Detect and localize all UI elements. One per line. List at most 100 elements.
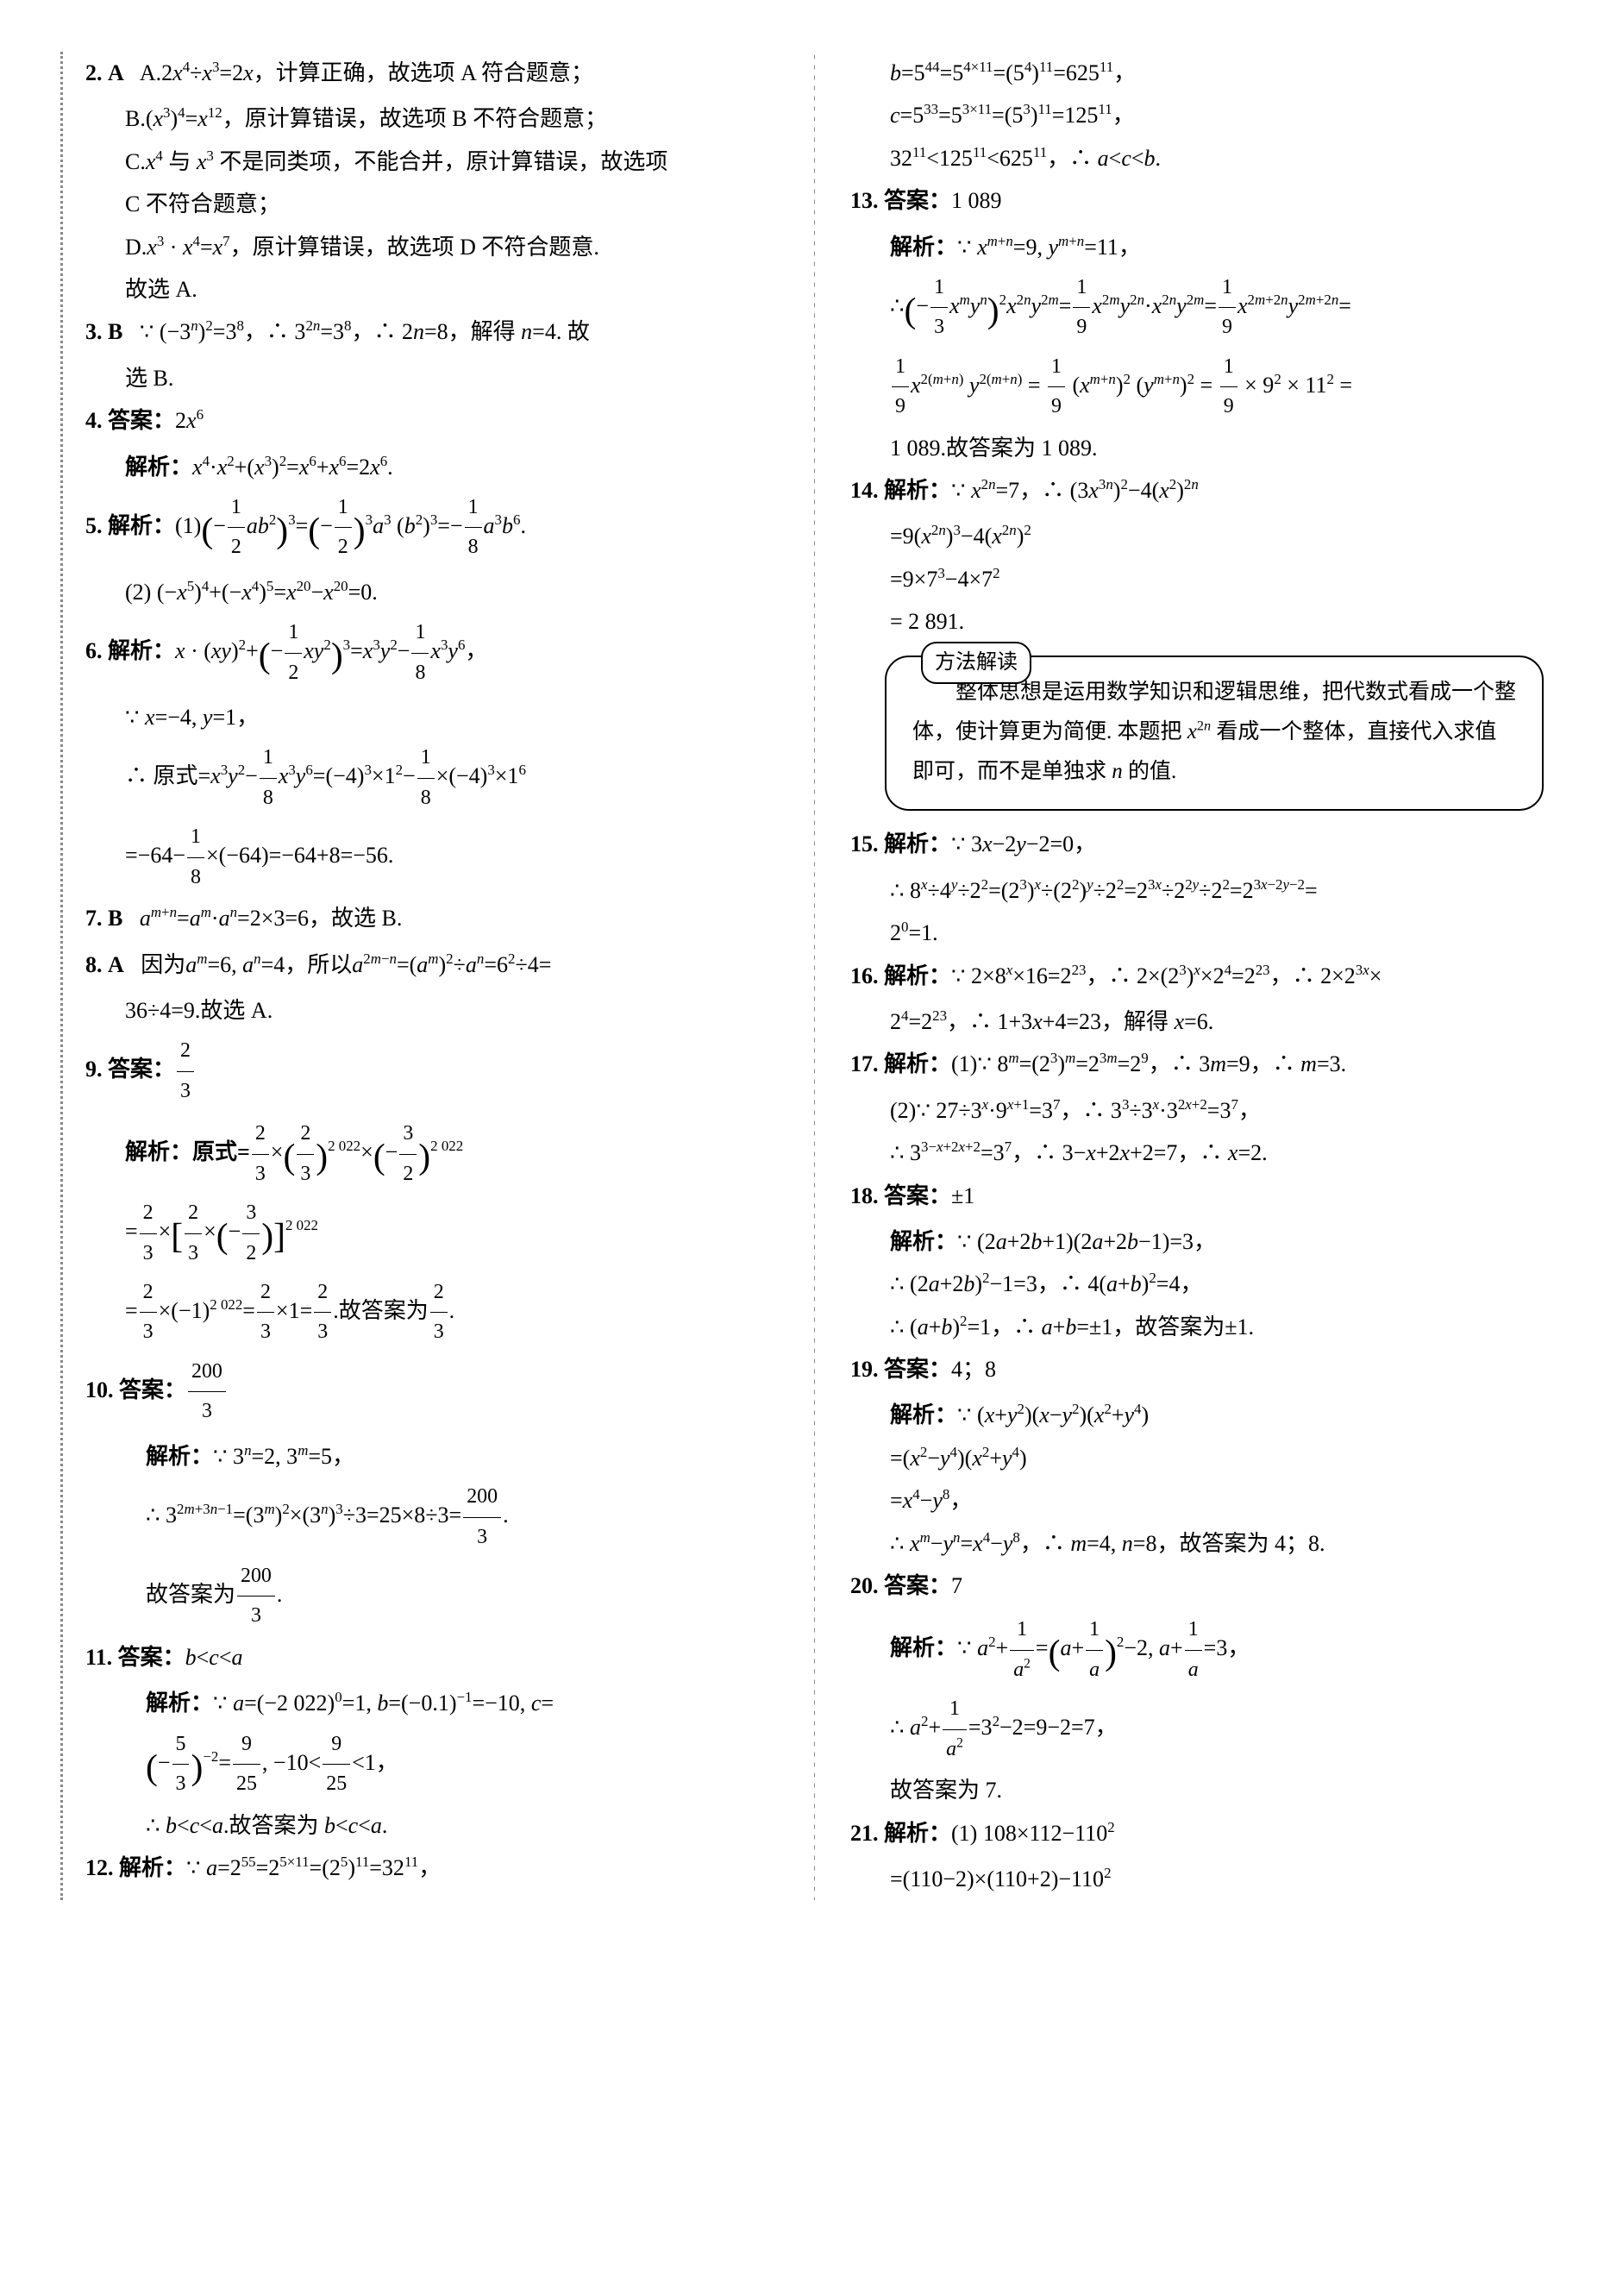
tip-body: 整体思想是运用数学知识和逻辑思维，把代数式看成一个整体，使计算更为简便. 本题把… xyxy=(912,673,1516,793)
q5: 5. 解析：(1)(−12ab2)3=(−12)3a3 (b2)3=−18a3b… xyxy=(85,488,779,568)
q6: 6. 解析：x · (xy)2+(−12xy2)3=x3y2−18x3y6， xyxy=(85,613,779,693)
r-top-l3: 3211<12511<62511，∴ a<c<b. xyxy=(850,137,1544,179)
q18-label: 答案： xyxy=(884,1183,951,1208)
q5-l2: (2) (−x5)4+(−x4)5=x20−x20=0. xyxy=(85,571,779,613)
q8-num: 8. xyxy=(85,952,103,977)
q20-final: 故答案为 7. xyxy=(850,1769,1544,1811)
q6-l4: =−64−18×(−64)=−64+8=−56. xyxy=(85,818,779,897)
q7-num: 7. xyxy=(85,906,103,931)
q13-num: 13. xyxy=(850,188,879,213)
q2-lineE: 故选 A. xyxy=(85,268,779,311)
q3-line: ∵ (−3n)2=38，∴ 32n=38，∴ 2n=8，解得 n=4. 故 xyxy=(140,319,590,344)
q10: 10. 答案：2003 xyxy=(85,1352,779,1432)
q9: 9. 答案：23 xyxy=(85,1032,779,1111)
q19-ans: 4；8 xyxy=(951,1357,996,1382)
q20: 20. 答案：7 xyxy=(850,1565,1544,1607)
q20-label: 答案： xyxy=(884,1573,951,1598)
q11-label: 答案： xyxy=(118,1645,185,1670)
q13-ans: 1 089 xyxy=(951,188,1002,213)
q17-l2: (2)∵ 27÷3x·9x+1=37，∴ 33÷3x·32x+2=37， xyxy=(850,1089,1544,1132)
q16-jx: 解析： xyxy=(884,963,951,988)
q14-l2: =9(x2n)3−4(x2n)2 xyxy=(850,515,1544,557)
q11-num: 11. xyxy=(85,1645,112,1670)
q2-lineD: D.x3 · x4=x7，原计算错误，故选项 D 不符合题意. xyxy=(85,226,779,268)
q2-lineC: C.x4 与 x3 不是同类项，不能合并，原计算错误，故选项 xyxy=(85,141,779,183)
tip-title: 方法解读 xyxy=(921,642,1031,685)
q15-l3: 20=1. xyxy=(850,912,1544,954)
q17: 17. 解析：(1)∵ 8m=(23)m=23m=29，∴ 3m=9，∴ m=3… xyxy=(850,1043,1544,1085)
q11-ans: b<c<a xyxy=(185,1645,243,1670)
q5-jx: 解析： xyxy=(108,513,175,538)
q21-jx: 解析： xyxy=(884,1821,951,1846)
q15-num: 15. xyxy=(850,831,879,856)
q3: 3. B ∵ (−3n)2=38，∴ 32n=38，∴ 2n=8，解得 n=4.… xyxy=(85,311,779,353)
q4-ans: 2x6 xyxy=(175,408,204,433)
q6-num: 6. xyxy=(85,638,103,663)
q20-l1: 解析：∵ a2+1a2=(a+1a)2−2, a+1a=3， xyxy=(850,1610,1544,1690)
q2-lineA: A.2x4÷x3=2x，计算正确，故选项 A 符合题意； xyxy=(140,60,593,85)
q7: 7. B am+n=am·an=2×3=6，故选 B. xyxy=(85,897,779,939)
left-column: 2. A A.2x4÷x3=2x，计算正确，故选项 A 符合题意； B.(x3)… xyxy=(60,52,779,1900)
q9-label: 答案： xyxy=(108,1057,175,1082)
q2-ans: A xyxy=(108,60,124,85)
q8-l2: 36÷4=9.故选 A. xyxy=(85,989,779,1032)
q13-l3: 19x2(m+n) y2(m+n) = 19 (xm+n)2 (ym+n)2 =… xyxy=(850,348,1544,427)
q13-l2: ∴(−13xmyn)2x2ny2m=19x2my2n·x2ny2m=19x2m+… xyxy=(850,268,1544,348)
q17-l3: ∴ 33−x+2x+2=37，∴ 3−x+2x+2=7，∴ x=2. xyxy=(850,1132,1544,1174)
q18-ans: ±1 xyxy=(951,1183,974,1208)
q10-l2: ∴ 32m+3n−1=(3m)2×(3n)3÷3=25×8÷3=2003. xyxy=(85,1477,779,1557)
q2-lineB: B.(x3)4=x12，原计算错误，故选项 B 不符合题意； xyxy=(85,97,779,140)
q13-final: 1 089.故答案为 1 089. xyxy=(850,427,1544,469)
q14-l4: = 2 891. xyxy=(850,600,1544,643)
q3-ans: B xyxy=(108,319,122,344)
q12-num: 12. xyxy=(85,1855,114,1880)
q16-num: 16. xyxy=(850,963,879,988)
q2-num: 2. xyxy=(85,60,103,85)
q12: 12. 解析：∵ a=255=25×11=(25)11=3211， xyxy=(85,1847,779,1889)
q10-given: 解析：∵ 3n=2, 3m=5， xyxy=(85,1435,779,1477)
q10-label: 答案： xyxy=(119,1377,186,1402)
q14-num: 14. xyxy=(850,478,879,503)
q18-l2: ∴ (2a+2b)2−1=3，∴ 4(a+b)2=4， xyxy=(850,1263,1544,1305)
q14-l3: =9×73−4×72 xyxy=(850,558,1544,600)
q20-l2: ∴ a2+1a2=32−2=9−2=7， xyxy=(850,1690,1544,1769)
r-top-l1: b=544=54×11=(54)11=62511， xyxy=(850,52,1544,94)
q11-l2: (−53)−2=925, −10<925<1， xyxy=(85,1725,779,1804)
q13: 13. 答案：1 089 xyxy=(850,179,1544,222)
q6-l3: ∴ 原式=x3y2−18x3y6=(−4)3×12−18×(−4)3×16 xyxy=(85,738,779,818)
q21: 21. 解析：(1) 108×112−1102 xyxy=(850,1812,1544,1854)
q17-jx: 解析： xyxy=(884,1051,951,1076)
q3-line2: 选 B. xyxy=(85,357,779,399)
q13-given: 解析：∵ xm+n=9, ym+n=11， xyxy=(850,226,1544,268)
q4-label: 答案： xyxy=(108,408,175,433)
q19-l1: 解析：∵ (x+y2)(x−y2)(x2+y4) xyxy=(850,1394,1544,1436)
q21-num: 21. xyxy=(850,1821,879,1846)
q6-jx: 解析： xyxy=(108,638,175,663)
q19-num: 19. xyxy=(850,1357,879,1382)
q9-l2: =23×[23×(−32)]2 022 xyxy=(85,1194,779,1273)
q20-num: 20. xyxy=(850,1573,879,1598)
tip-box: 方法解读 整体思想是运用数学知识和逻辑思维，把代数式看成一个整体，使计算更为简便… xyxy=(885,656,1544,812)
q8-l1: 因为am=6, an=4，所以a2m−n=(am)2÷an=62÷4= xyxy=(141,952,551,977)
q15: 15. 解析：∵ 3x−2y−2=0， xyxy=(850,823,1544,865)
q19-l4: ∴ xm−yn=x4−y8，∴ m=4, n=8，故答案为 4；8. xyxy=(850,1522,1544,1565)
q10-num: 10. xyxy=(85,1377,114,1402)
q11-l3: ∴ b<c<a.故答案为 b<c<a. xyxy=(85,1804,779,1847)
q19-l3: =x4−y8， xyxy=(850,1479,1544,1521)
q16: 16. 解析：∵ 2×8x×16=223，∴ 2×(23)x×24=223，∴ … xyxy=(850,955,1544,997)
q15-l2: ∴ 8x÷4y÷22=(23)x÷(22)y÷22=23x÷22y÷22=23x… xyxy=(850,869,1544,912)
q15-jx: 解析： xyxy=(884,831,951,856)
q11-l1: 解析：∵ a=(−2 022)0=1, b=(−0.1)−1=−10, c= xyxy=(85,1682,779,1724)
q18-l3: ∴ (a+b)2=1，∴ a+b=±1，故答案为±1. xyxy=(850,1306,1544,1348)
q19-l2: =(x2−y4)(x2+y4) xyxy=(850,1437,1544,1479)
q19: 19. 答案：4；8 xyxy=(850,1348,1544,1390)
q10-l3: 故答案为2003. xyxy=(85,1557,779,1636)
q3-num: 3. xyxy=(85,319,103,344)
q4: 4. 答案：2x6 xyxy=(85,399,779,442)
q18-num: 18. xyxy=(850,1183,879,1208)
q2: 2. A A.2x4÷x3=2x，计算正确，故选项 A 符合题意； xyxy=(85,52,779,94)
q8-ans: A xyxy=(108,952,124,977)
q21-l2: =(110−2)×(110+2)−1102 xyxy=(850,1858,1544,1900)
q18-l1: 解析：∵ (2a+2b+1)(2a+2b−1)=3， xyxy=(850,1220,1544,1263)
q8: 8. A 因为am=6, an=4，所以a2m−n=(am)2÷an=62÷4= xyxy=(85,944,779,986)
